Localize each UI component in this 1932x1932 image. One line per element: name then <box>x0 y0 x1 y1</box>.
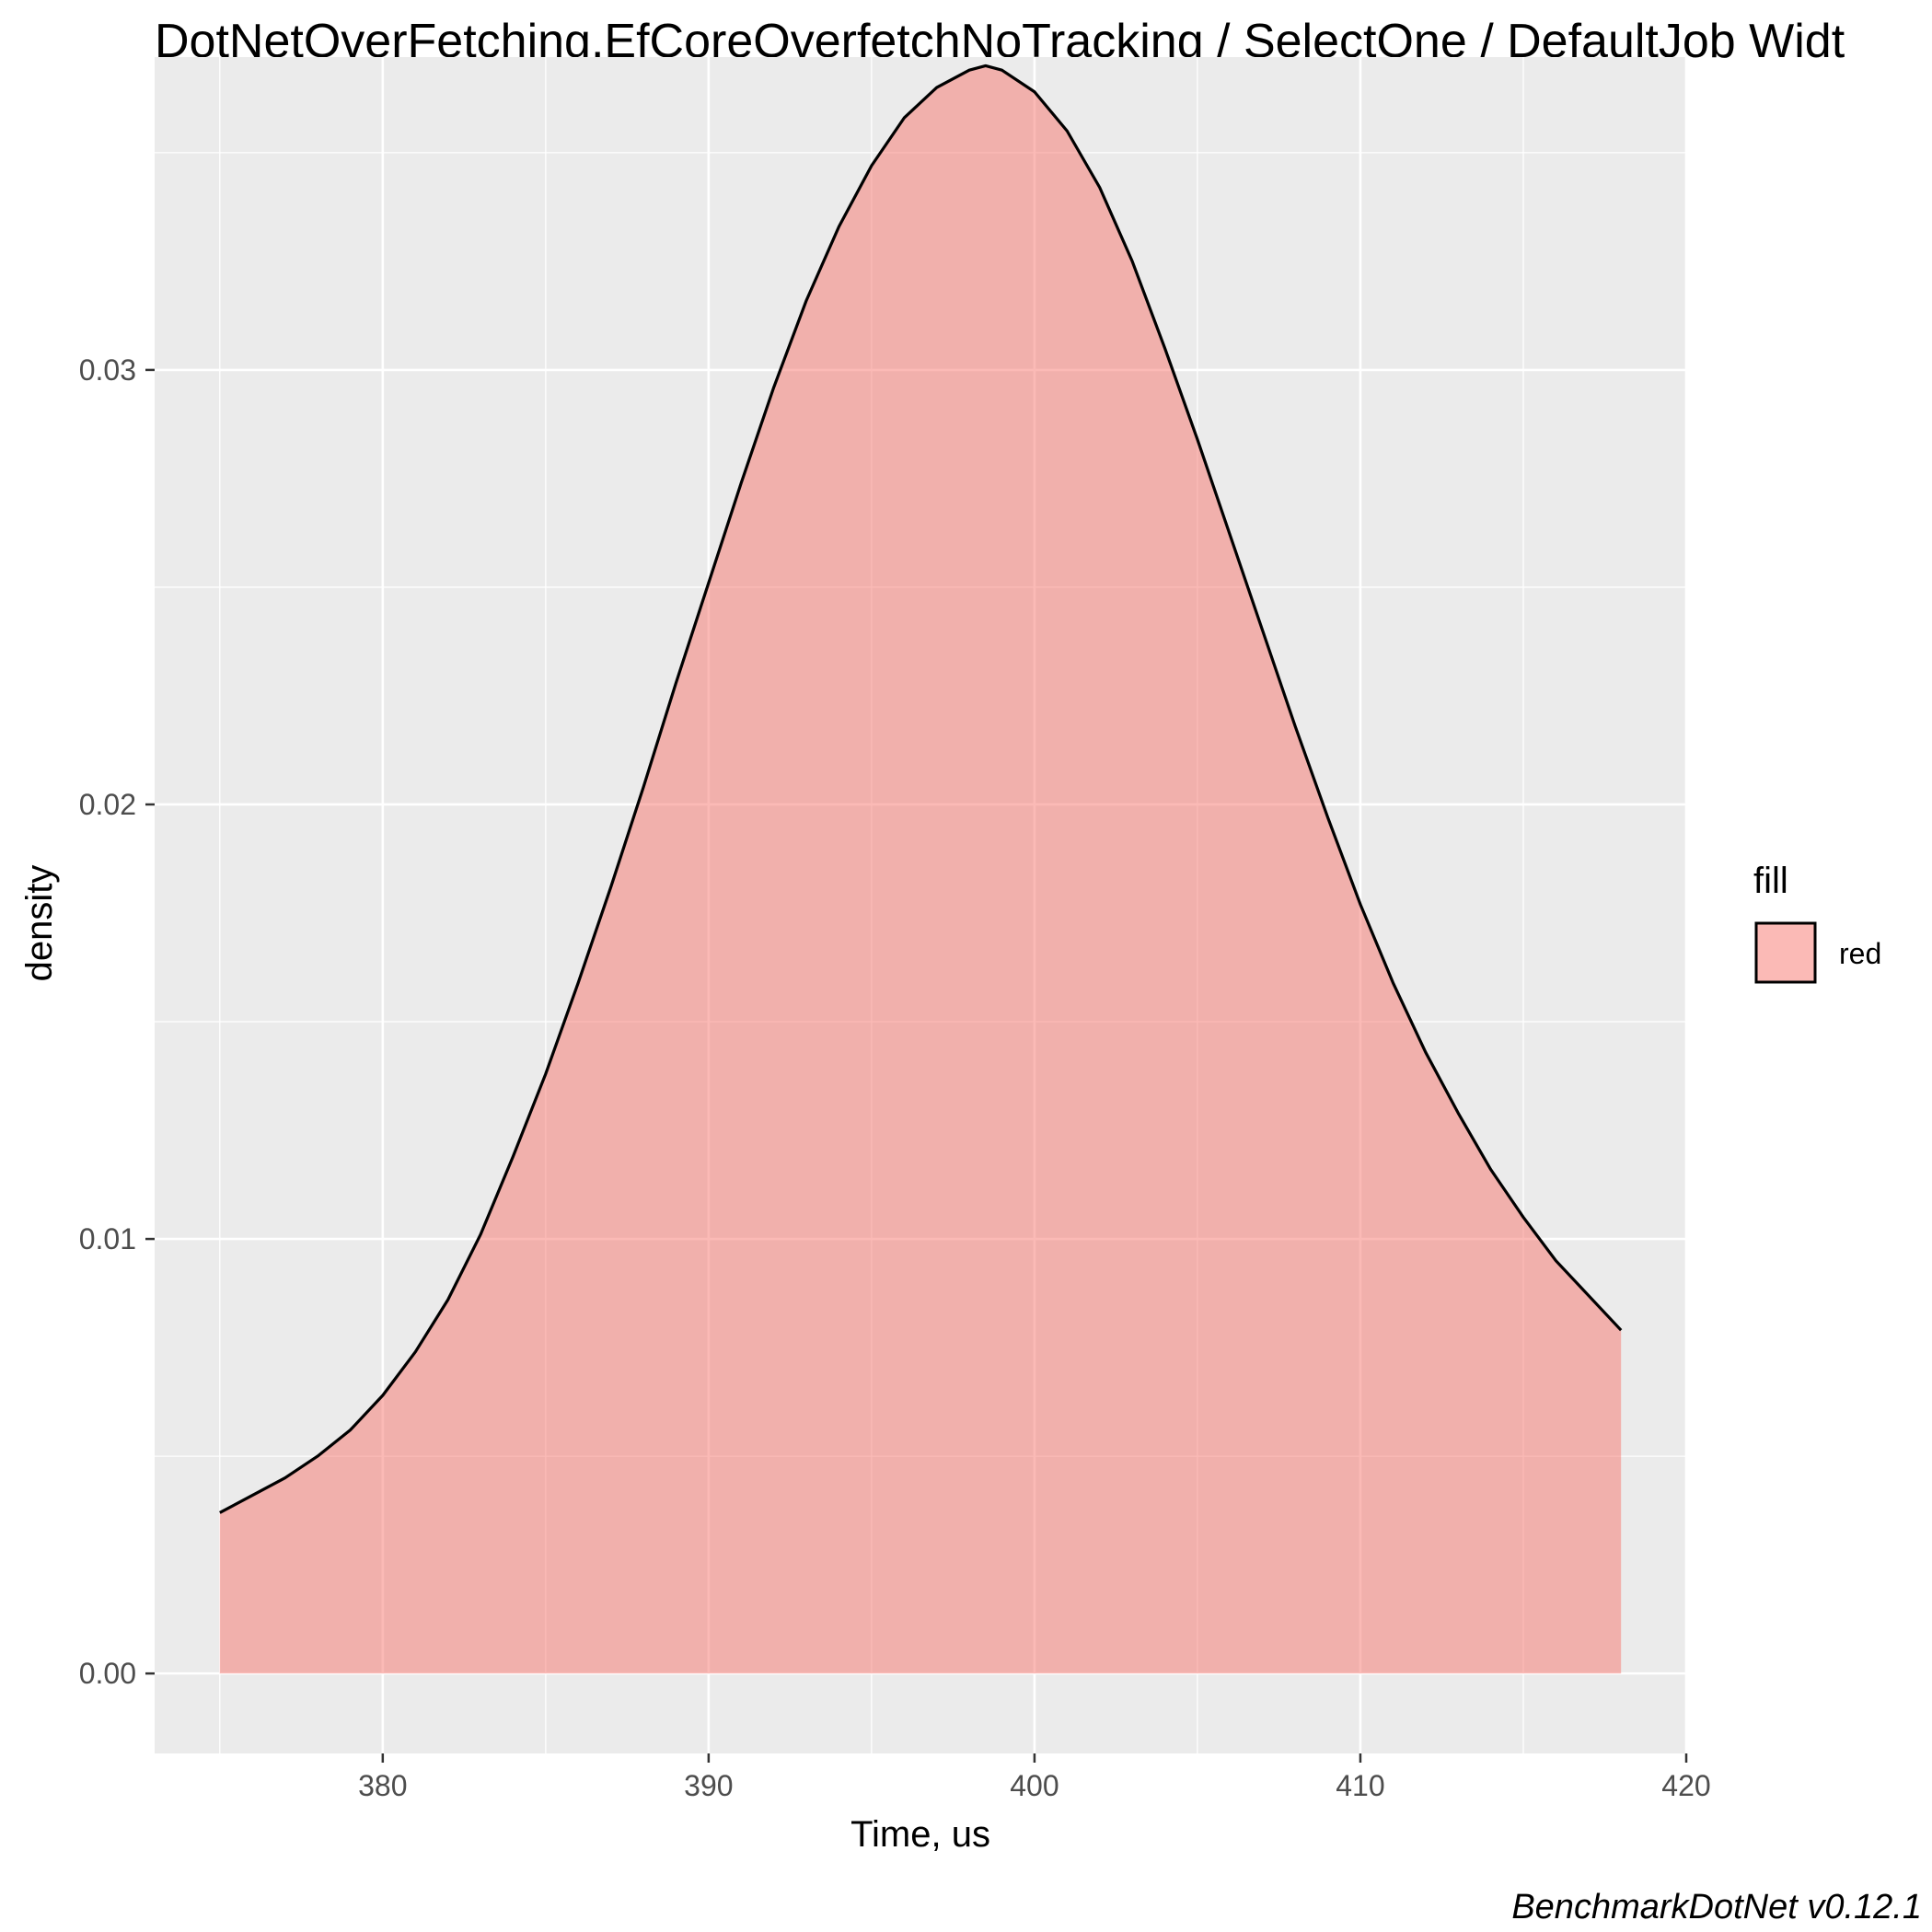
y-axis-ticks: 0.00 0.01 0.02 0.03 <box>79 353 155 1690</box>
y-tick-label: 0.00 <box>79 1657 136 1690</box>
legend-key-red <box>1754 921 1817 984</box>
y-tick-label: 0.01 <box>79 1222 136 1255</box>
density-area <box>219 64 1623 1674</box>
density-fill <box>219 65 1622 1674</box>
x-tick-label: 410 <box>1336 1769 1384 1802</box>
x-tick-label: 420 <box>1661 1769 1710 1802</box>
x-axis-ticks: 380 390 400 410 420 <box>358 1753 1711 1802</box>
legend-title: fill <box>1753 861 1788 901</box>
y-tick-label: 0.02 <box>79 788 136 821</box>
y-axis-title: density <box>19 865 60 982</box>
legend: fill red <box>1753 861 1881 984</box>
y-tick-label: 0.03 <box>79 353 136 387</box>
x-tick-label: 380 <box>358 1769 407 1802</box>
x-tick-label: 400 <box>1010 1769 1059 1802</box>
x-tick-label: 390 <box>684 1769 733 1802</box>
legend-label-red: red <box>1839 937 1881 970</box>
caption: BenchmarkDotNet v0.12.1 <box>1511 1888 1922 1926</box>
x-axis-title: Time, us <box>850 1814 990 1855</box>
density-line <box>219 64 1623 1514</box>
